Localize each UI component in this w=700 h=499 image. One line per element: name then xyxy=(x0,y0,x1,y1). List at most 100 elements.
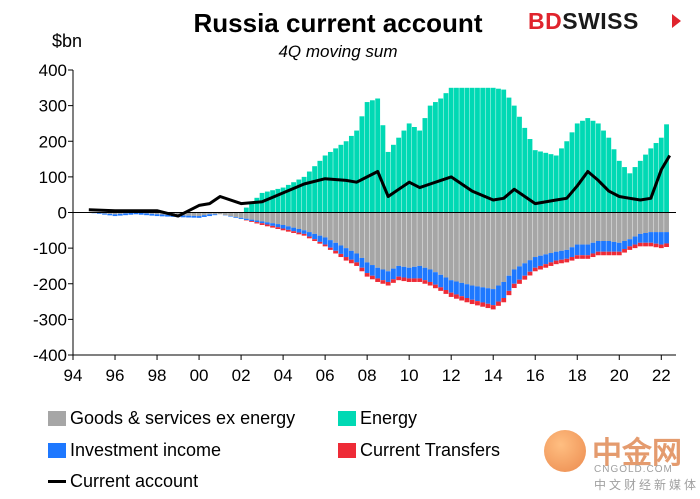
bar-investment xyxy=(538,255,543,266)
bar-investment xyxy=(338,245,344,254)
bar-goods xyxy=(590,212,596,243)
bar-transfers xyxy=(548,262,554,266)
bar-investment xyxy=(369,265,375,276)
bar-energy xyxy=(243,207,249,213)
bar-investment xyxy=(611,241,617,252)
bar-energy xyxy=(601,130,606,213)
legend-item-energy: Energy xyxy=(338,408,417,429)
bar-energy xyxy=(275,188,281,213)
bar-investment xyxy=(595,241,601,252)
bar-goods xyxy=(275,212,281,225)
bar-energy xyxy=(433,102,438,213)
line-current-account xyxy=(88,154,671,218)
bar-goods xyxy=(333,212,339,243)
legend-item-transfers: Current Transfers xyxy=(338,440,500,461)
bar-energy xyxy=(496,88,501,213)
bar-goods xyxy=(438,212,444,275)
bar-goods xyxy=(207,212,212,215)
bar-transfers xyxy=(390,279,396,283)
y-tick-label: 0 xyxy=(58,204,67,223)
bar-investment xyxy=(553,251,559,261)
bar-transfers xyxy=(375,278,381,282)
chart-subtitle: 4Q moving sum xyxy=(278,42,398,61)
bar-investment xyxy=(406,267,412,279)
bar-goods xyxy=(664,212,669,233)
x-tick-label: 04 xyxy=(274,366,293,385)
bar-goods xyxy=(543,212,549,255)
bar-investment xyxy=(322,237,328,245)
bar-transfers xyxy=(648,242,654,247)
bar-energy xyxy=(632,167,638,213)
x-tick-label: 06 xyxy=(316,366,335,385)
bar-transfers xyxy=(643,242,648,247)
watermark: 中金网 CNGOLD.COM 中文财经新媒体 xyxy=(540,424,700,494)
bar-goods xyxy=(280,212,286,225)
bar-investment xyxy=(201,215,207,217)
bar-goods xyxy=(433,212,438,273)
bar-investment xyxy=(243,218,249,220)
bar-goods xyxy=(637,212,643,234)
bar-investment xyxy=(627,239,633,247)
bar-goods xyxy=(564,212,570,250)
bar-investment xyxy=(433,272,438,285)
bar-energy xyxy=(564,141,570,213)
bar-energy xyxy=(485,87,491,213)
x-tick-label: 00 xyxy=(190,366,209,385)
legend-swatch-investment xyxy=(48,443,66,458)
bar-goods xyxy=(490,212,496,290)
bar-goods xyxy=(412,212,417,267)
bar-transfers xyxy=(574,255,580,259)
bar-investment xyxy=(233,216,239,218)
bar-energy xyxy=(653,143,659,213)
bar-investment xyxy=(296,228,302,233)
bar-goods xyxy=(532,212,538,258)
bar-transfers xyxy=(475,301,480,306)
x-tick-label: 18 xyxy=(568,366,587,385)
bar-energy xyxy=(348,135,354,213)
bar-investment xyxy=(490,289,496,306)
bar-goods xyxy=(343,212,349,249)
bar-investment xyxy=(417,265,423,279)
bar-energy xyxy=(464,87,470,213)
x-tick-label: 10 xyxy=(400,366,419,385)
bar-goods xyxy=(107,212,113,214)
bar-energy xyxy=(296,179,302,213)
bar-transfers xyxy=(585,255,591,259)
bar-energy xyxy=(627,173,633,213)
bar-energy xyxy=(459,87,465,213)
bar-goods xyxy=(306,212,312,233)
bar-goods xyxy=(327,212,333,241)
bar-investment xyxy=(485,288,491,304)
bar-energy xyxy=(637,160,643,213)
watermark-sub-cn: 中文财经新媒体 xyxy=(594,478,700,492)
bar-energy xyxy=(427,105,433,213)
bar-transfers xyxy=(632,244,638,249)
bar-goods xyxy=(301,212,307,231)
bar-transfers xyxy=(359,267,365,272)
bar-goods xyxy=(348,212,354,251)
bar-energy xyxy=(254,197,260,213)
bar-goods xyxy=(538,212,543,256)
x-tick-label: 22 xyxy=(652,366,671,385)
bar-investment xyxy=(496,285,501,302)
bar-transfers xyxy=(490,305,496,310)
bar-investment xyxy=(107,213,113,216)
bar-investment xyxy=(138,212,144,215)
bar-transfers xyxy=(406,278,412,282)
bar-energy xyxy=(648,148,654,213)
bar-goods xyxy=(196,212,202,217)
bar-investment xyxy=(585,244,591,256)
y-tick-label: -300 xyxy=(33,310,67,329)
bar-transfers xyxy=(522,275,528,280)
bar-goods xyxy=(616,212,622,243)
bar-energy xyxy=(312,166,318,213)
bar-transfers xyxy=(664,243,669,248)
bar-goods xyxy=(390,212,396,269)
bar-transfers xyxy=(517,279,522,284)
bar-goods xyxy=(243,212,249,219)
bar-investment xyxy=(469,285,475,300)
bar-transfers xyxy=(270,225,276,228)
bar-investment xyxy=(559,250,564,260)
bar-energy xyxy=(475,87,480,213)
